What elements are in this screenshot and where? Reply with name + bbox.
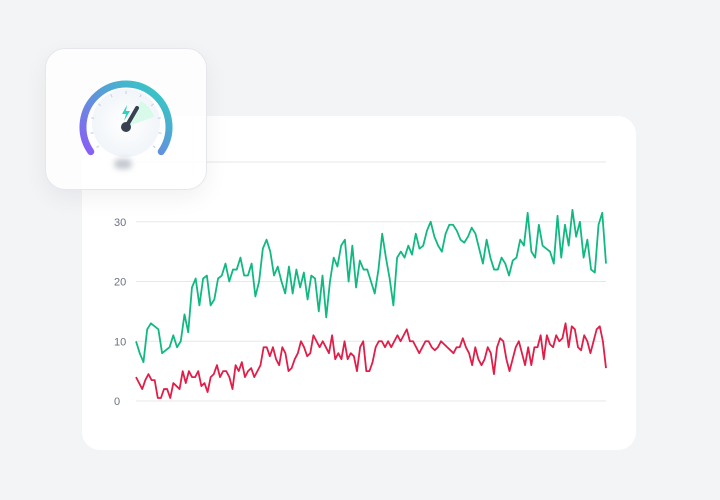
gauge-fill [126,101,155,127]
gauge-tick [96,145,100,149]
gauge-tick [91,117,95,120]
series-line-2 [135,322,607,399]
y-tick-label: 20 [114,277,126,289]
speed-gauge-card [45,48,207,190]
line-chart: 0 10 20 30 [114,161,607,408]
series-lines [135,208,607,399]
speedometer-icon [79,80,173,157]
gauge-tick [98,103,102,107]
gauge-tick [110,94,113,98]
gauge-tick [150,103,154,107]
gauge-ticks [90,91,162,149]
gauge-tick [152,145,156,149]
blurred-label [114,159,132,169]
gauge-tick [90,132,94,134]
y-axis-ticks: 0 10 20 30 [114,217,126,408]
gauge-tick [139,94,142,98]
gauge-hub [121,122,131,132]
gauge-tick [157,117,161,120]
gauge-tick [158,132,162,134]
y-tick-label: 30 [114,217,126,229]
y-tick-label: 10 [114,336,126,348]
series-line-1 [135,208,607,364]
y-tick-label: 0 [114,396,120,408]
gauge-arc [79,80,173,156]
lightning-bolt-icon [122,105,130,121]
